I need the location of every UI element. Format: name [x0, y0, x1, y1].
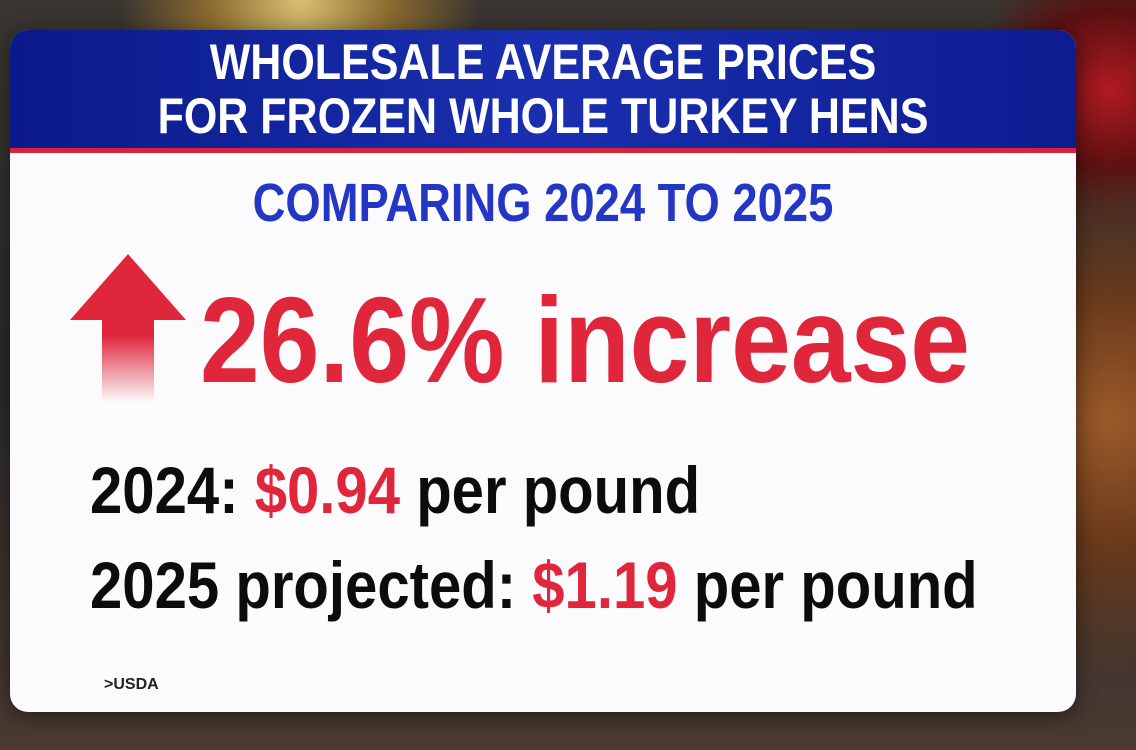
- title-line: FOR FROZEN WHOLE TURKEY HENS: [157, 88, 929, 144]
- headline: 26.6% increase: [200, 272, 970, 408]
- title-line: WHOLESALE AVERAGE PRICES: [209, 34, 877, 90]
- label: 2024:: [90, 453, 239, 527]
- price-line: 2024: $0.94 per pound: [90, 455, 700, 525]
- price-line: 2025 projected: $1.19 per pound: [90, 550, 978, 620]
- up-arrow: [70, 254, 186, 402]
- label: 2025 projected:: [90, 548, 517, 622]
- source: >USDA: [104, 676, 159, 693]
- header-band: WHOLESALE AVERAGE PRICES FOR FROZEN WHOL…: [10, 30, 1076, 153]
- unit: per pound: [693, 548, 978, 622]
- price: $1.19: [532, 548, 678, 622]
- info-card: WHOLESALE AVERAGE PRICES FOR FROZEN WHOL…: [10, 30, 1076, 712]
- subtitle: COMPARING 2024 TO 2025: [252, 173, 834, 233]
- unit: per pound: [416, 453, 701, 527]
- price: $0.94: [254, 453, 401, 527]
